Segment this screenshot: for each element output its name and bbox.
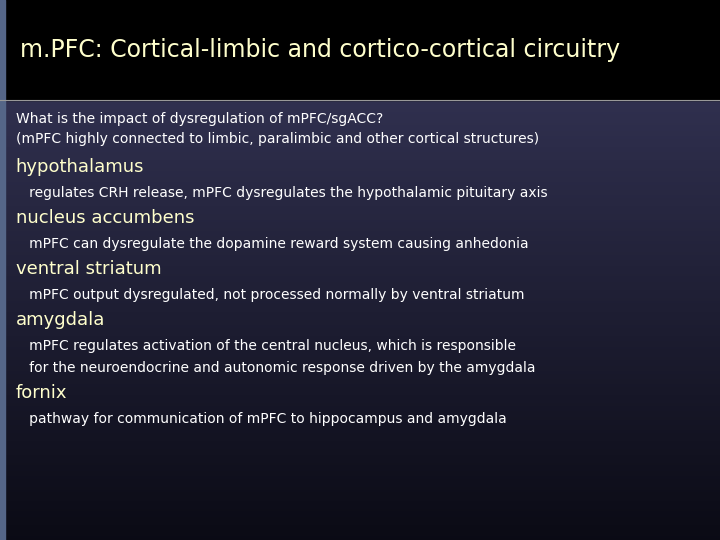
Text: for the neuroendocrine and autonomic response driven by the amygdala: for the neuroendocrine and autonomic res… xyxy=(16,361,536,375)
Text: regulates CRH release, mPFC dysregulates the hypothalamic pituitary axis: regulates CRH release, mPFC dysregulates… xyxy=(16,186,547,200)
Text: mPFC output dysregulated, not processed normally by ventral striatum: mPFC output dysregulated, not processed … xyxy=(16,288,524,302)
Text: (mPFC highly connected to limbic, paralimbic and other cortical structures): (mPFC highly connected to limbic, parali… xyxy=(16,132,539,146)
Text: nucleus accumbens: nucleus accumbens xyxy=(16,209,194,227)
Text: ventral striatum: ventral striatum xyxy=(16,260,161,278)
Text: fornix: fornix xyxy=(16,384,68,402)
Text: What is the impact of dysregulation of mPFC/sgACC?: What is the impact of dysregulation of m… xyxy=(16,112,383,126)
Text: m.PFC: Cortical-limbic and cortico-cortical circuitry: m.PFC: Cortical-limbic and cortico-corti… xyxy=(20,38,621,62)
Text: amygdala: amygdala xyxy=(16,310,105,328)
Text: hypothalamus: hypothalamus xyxy=(16,158,144,176)
Text: mPFC can dysregulate the dopamine reward system causing anhedonia: mPFC can dysregulate the dopamine reward… xyxy=(16,237,528,251)
Text: mPFC regulates activation of the central nucleus, which is responsible: mPFC regulates activation of the central… xyxy=(16,339,516,353)
Text: pathway for communication of mPFC to hippocampus and amygdala: pathway for communication of mPFC to hip… xyxy=(16,412,507,426)
